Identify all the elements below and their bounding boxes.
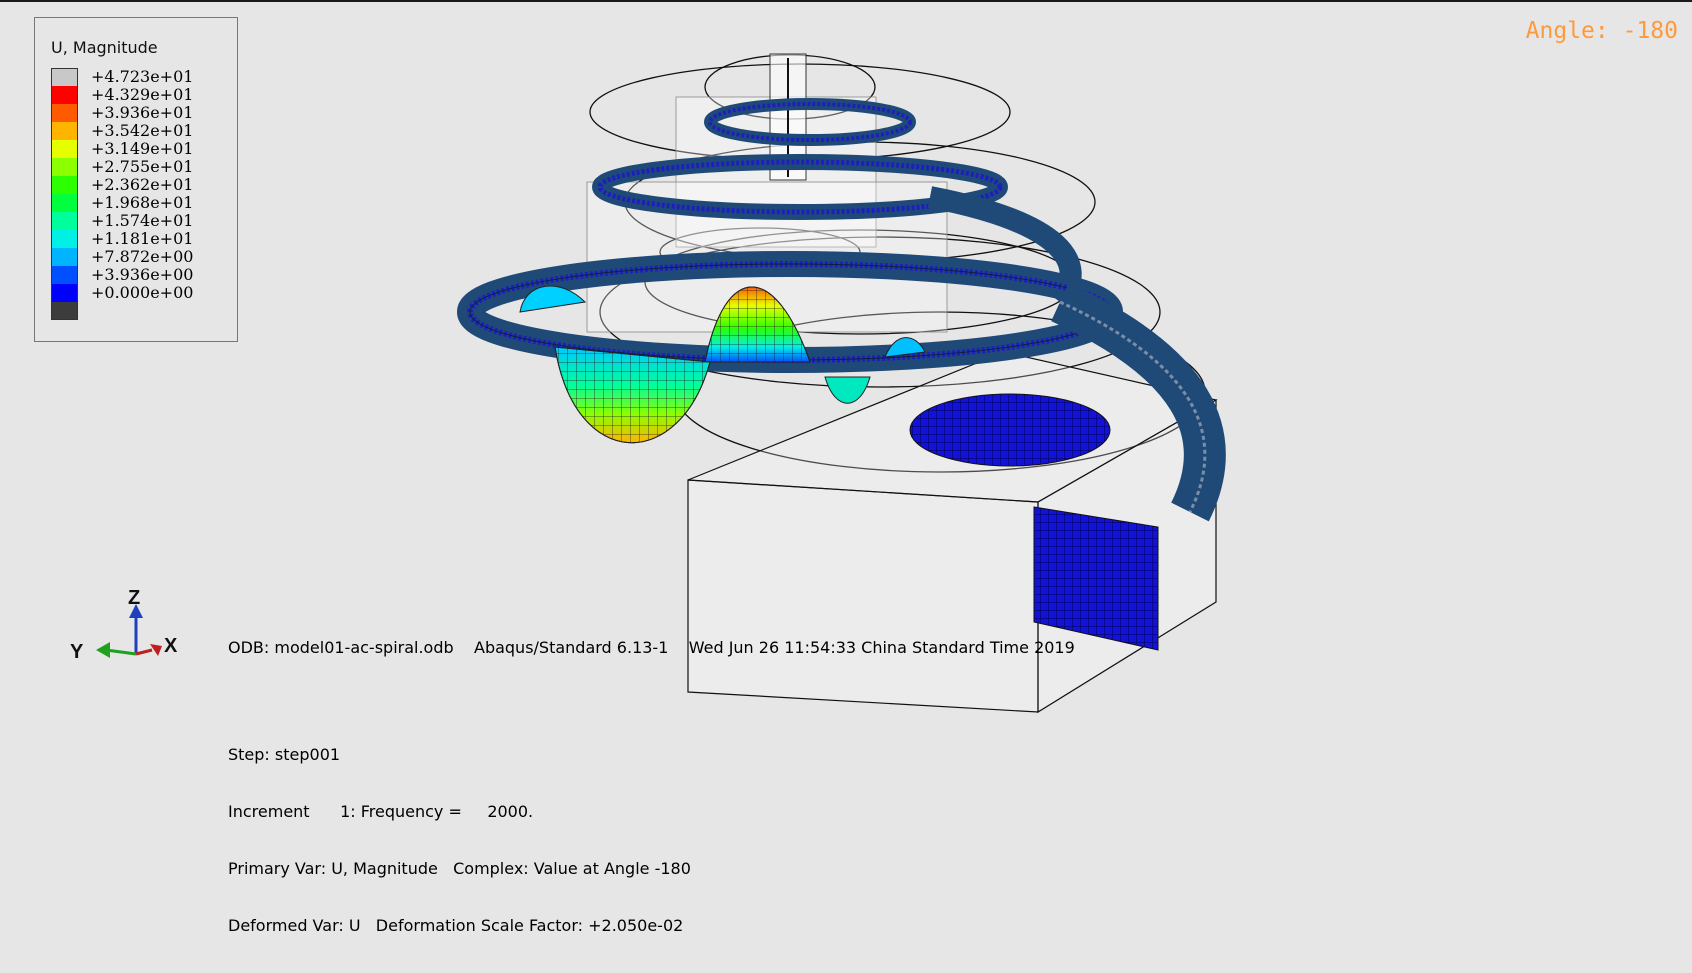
legend-swatch: [51, 302, 78, 320]
legend-row: +3.936e+00: [51, 265, 231, 284]
legend-swatch: [51, 194, 78, 212]
spiral-model[interactable]: [0, 2, 1692, 726]
triad-z-label: Z: [128, 587, 140, 609]
legend-swatch: [51, 122, 78, 140]
legend-row: +0.000e+00: [51, 283, 231, 302]
legend-swatch: [51, 104, 78, 122]
legend-row: +3.542e+01: [51, 121, 231, 140]
legend-value: +2.755e+01: [91, 157, 194, 176]
legend-swatch: [51, 68, 78, 86]
legend-value: +0.000e+00: [91, 283, 194, 302]
legend-value: +1.181e+01: [91, 229, 194, 248]
legend-swatch: [51, 176, 78, 194]
model-viewport[interactable]: U, Magnitude +4.723e+01 +4.329e+01 +3.936e…: [0, 0, 1692, 935]
inner-cylinders: [586, 53, 948, 333]
legend-value: +3.936e+01: [91, 103, 194, 122]
legend-swatch: [51, 230, 78, 248]
legend-value: +4.723e+01: [91, 67, 194, 86]
legend-value: +2.362e+01: [91, 175, 194, 194]
legend-swatch: [51, 266, 78, 284]
legend-row: +1.181e+01: [51, 229, 231, 248]
legend-swatch: [51, 248, 78, 266]
step-line: Step: step001: [228, 745, 341, 764]
legend-title: U, Magnitude: [51, 38, 158, 57]
legend-row: +2.755e+01: [51, 157, 231, 176]
legend-value: +3.542e+01: [91, 121, 194, 140]
legend-row: +4.329e+01: [51, 85, 231, 104]
job-info: ODB: model01-ac-spiral.odb Abaqus/Standa…: [228, 600, 1075, 973]
disk: [909, 393, 1111, 467]
legend-row: +1.968e+01: [51, 193, 231, 212]
odb-line: ODB: model01-ac-spiral.odb Abaqus/Standa…: [228, 638, 1075, 657]
legend-row: [51, 302, 231, 320]
legend-swatch: [51, 86, 78, 104]
legend-value: +1.574e+01: [91, 211, 194, 230]
color-legend: U, Magnitude +4.723e+01 +4.329e+01 +3.936e…: [34, 17, 238, 342]
triad-y-label: Y: [70, 641, 84, 663]
legend-value: +4.329e+01: [91, 85, 194, 104]
legend-row: +1.574e+01: [51, 211, 231, 230]
triad-x-label: X: [164, 635, 178, 657]
primary-var-line: Primary Var: U, Magnitude Complex: Value…: [228, 859, 691, 878]
legend-value: +1.968e+01: [91, 193, 194, 212]
legend-row: +3.936e+01: [51, 103, 231, 122]
angle-label: Angle: -180: [1525, 18, 1678, 44]
legend-row: +4.723e+01: [51, 67, 231, 86]
increment-line: Increment 1: Frequency = 2000.: [228, 802, 534, 821]
legend-row: +2.362e+01: [51, 175, 231, 194]
deformed-var-line: Deformed Var: U Deformation Scale Factor…: [228, 916, 684, 935]
axis-triad: Z Y X: [66, 584, 196, 674]
legend-value: +3.936e+00: [91, 265, 194, 284]
legend-row: +3.149e+01: [51, 139, 231, 158]
mode-shape: [519, 285, 926, 444]
legend-row: +7.872e+00: [51, 247, 231, 266]
legend-value: +7.872e+00: [91, 247, 194, 266]
legend-swatch: [51, 284, 78, 302]
legend-swatch: [51, 158, 78, 176]
legend-swatch: [51, 140, 78, 158]
meshed-face: [1033, 506, 1159, 651]
legend-swatch: [51, 212, 78, 230]
legend-value: +3.149e+01: [91, 139, 194, 158]
